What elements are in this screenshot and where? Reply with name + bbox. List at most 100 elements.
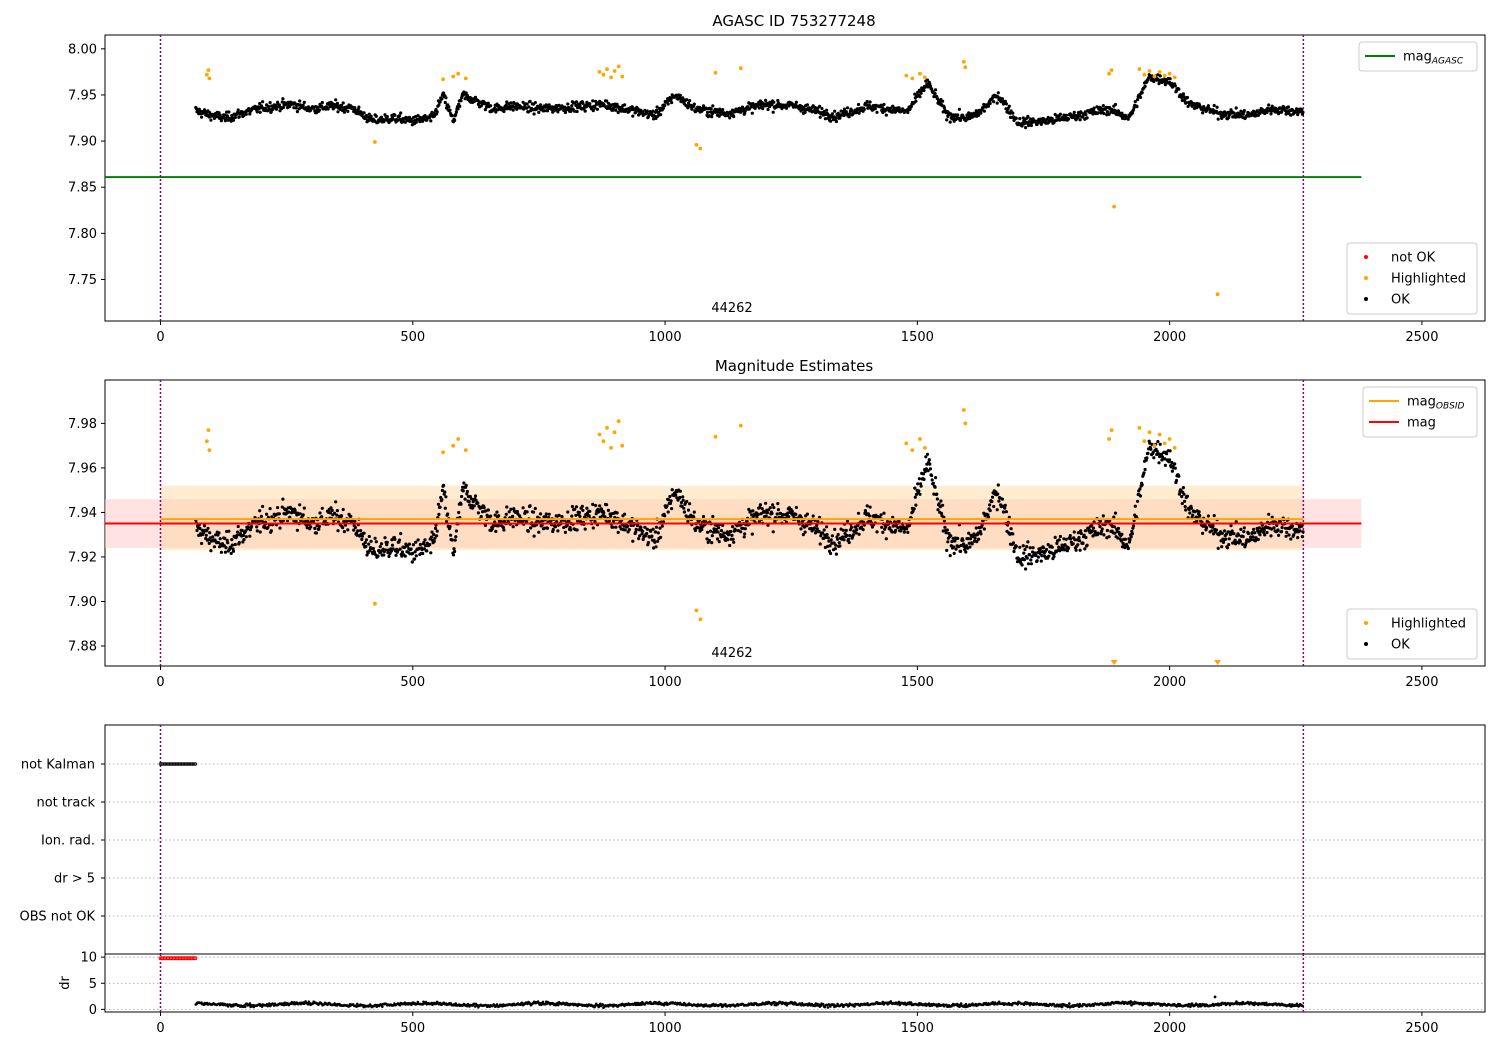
ok-point (755, 515, 759, 519)
ok-point (634, 530, 638, 534)
ok-point (258, 509, 262, 513)
ok-point (235, 533, 239, 537)
highlighted-point (597, 432, 602, 437)
ok-point (575, 528, 579, 532)
ok-point (1023, 547, 1027, 552)
ok-point (451, 553, 456, 557)
ok-point (485, 513, 489, 517)
ok-point (1249, 538, 1253, 542)
ok-point (233, 115, 237, 120)
y-tick-label: 7.80 (68, 227, 97, 242)
ok-point (669, 97, 673, 101)
ok-point (1267, 103, 1271, 107)
ok-point (836, 537, 840, 541)
highlighted-point (694, 608, 699, 613)
x-tick-label: 500 (400, 675, 425, 690)
ok-point (1256, 537, 1260, 542)
ok-point (1022, 558, 1026, 562)
ok-point (818, 104, 822, 108)
x-tick-label: 2000 (1153, 330, 1186, 345)
ok-point (996, 483, 1000, 487)
ok-point (448, 525, 452, 529)
ok-point (1107, 535, 1111, 539)
ok-point (836, 532, 840, 537)
ok-point (1012, 549, 1016, 554)
ok-point (568, 525, 572, 529)
ok-point (1177, 492, 1181, 496)
ok-point (379, 115, 384, 119)
legend-label-subscript: AGASC (1431, 57, 1464, 67)
ok-point (641, 537, 645, 542)
ok-point (829, 538, 833, 542)
ok-point (576, 106, 580, 110)
ok-point (659, 113, 663, 117)
ok-point (317, 108, 321, 112)
ok-point (409, 547, 413, 551)
ok-point (588, 509, 592, 513)
ok-point (1020, 563, 1024, 567)
ok-point (848, 534, 852, 538)
ok-point (269, 529, 273, 533)
ok-point (705, 537, 709, 541)
ok-point (932, 95, 936, 99)
ok-point (1239, 527, 1243, 532)
ok-point (294, 519, 298, 524)
ok-point (941, 99, 945, 103)
ok-point (888, 526, 892, 530)
x-tick-label: 2500 (1405, 1021, 1438, 1036)
ok-point (623, 103, 627, 107)
ok-point (450, 538, 454, 542)
ok-point (623, 528, 627, 532)
ok-point (339, 514, 344, 518)
ok-point (776, 502, 780, 506)
ok-point (317, 524, 321, 529)
ok-point (964, 544, 969, 548)
ok-point (1206, 514, 1210, 518)
ok-point (268, 507, 272, 511)
ok-point (937, 502, 941, 506)
ok-point (707, 538, 711, 542)
ok-point (906, 110, 910, 115)
ok-point (957, 107, 962, 111)
ok-point (532, 534, 536, 538)
ok-point (414, 120, 418, 124)
ok-point (781, 513, 785, 517)
ok-point (595, 107, 600, 111)
ok-point (425, 549, 429, 553)
ok-point (670, 507, 674, 511)
ok-point (449, 533, 453, 537)
dr-point (826, 1006, 830, 1009)
ok-point (765, 511, 770, 515)
ok-point (1040, 554, 1044, 558)
ok-point (267, 107, 272, 111)
ok-point (756, 103, 760, 107)
ok-point (566, 510, 570, 514)
ok-point (454, 529, 458, 533)
ok-point (759, 512, 763, 516)
ok-point (1014, 544, 1018, 549)
ok-point (341, 526, 345, 530)
ok-point (954, 547, 958, 551)
ok-point (692, 102, 696, 106)
ok-point (364, 113, 368, 118)
highlighted-point (1137, 426, 1142, 430)
ok-point (227, 529, 231, 533)
ok-point (1249, 535, 1253, 539)
ok-point (896, 526, 900, 530)
highlighted-point (463, 448, 468, 452)
ok-point (486, 101, 490, 105)
ok-point (233, 542, 237, 547)
ok-point (1100, 529, 1104, 534)
ok-point (970, 542, 974, 546)
ok-point (429, 119, 433, 123)
highlighted-point (620, 443, 625, 448)
ok-point (934, 476, 938, 480)
ok-point (845, 533, 849, 538)
ok-point (922, 88, 926, 93)
dr-point (821, 1002, 825, 1006)
ok-point (1275, 523, 1279, 528)
ok-point (1300, 535, 1304, 539)
ok-point (580, 504, 584, 508)
ok-point (1277, 112, 1281, 116)
ok-point (935, 497, 940, 501)
